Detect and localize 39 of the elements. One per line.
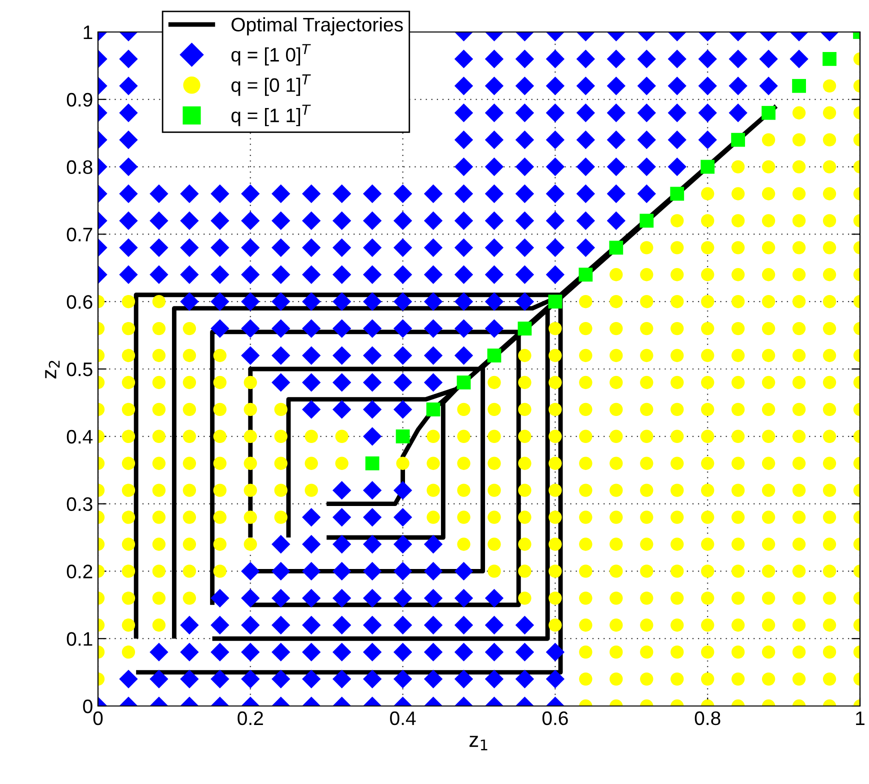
point xyxy=(365,456,380,470)
legend-label: q = [1 0]$^{T}$ xyxy=(231,44,311,66)
y-tick-label: 0.1 xyxy=(66,632,92,646)
y-axis-title: z$_{2}$ xyxy=(45,360,60,378)
x-tick-label: 0.6 xyxy=(542,711,568,726)
point xyxy=(762,106,776,120)
point xyxy=(640,214,654,228)
y-tick-label: 0.5 xyxy=(66,362,92,376)
x-tick-label: 0 xyxy=(93,711,103,726)
x-tick-label: 0.4 xyxy=(390,711,416,726)
point xyxy=(518,322,532,336)
legend-label: Optimal Trajectories xyxy=(232,17,403,36)
point xyxy=(670,186,684,201)
y-tick-label: 0.4 xyxy=(66,430,93,444)
point xyxy=(792,78,806,93)
x-tick-label: 1 xyxy=(856,712,864,725)
y-tick-label: 0.2 xyxy=(66,564,92,578)
x-tick-label: 0.2 xyxy=(238,711,263,726)
point xyxy=(396,429,410,444)
y-tick-label: 0 xyxy=(83,699,92,714)
legend-label: q = [1 1]$^{T}$ xyxy=(231,104,311,126)
point xyxy=(700,160,715,174)
y-tick-label: 0.6 xyxy=(66,295,92,309)
point xyxy=(609,240,624,255)
y-tick-label: 1 xyxy=(84,26,92,40)
point xyxy=(426,402,440,416)
point xyxy=(822,52,836,66)
point xyxy=(456,376,471,390)
x-tick-label: 0.8 xyxy=(694,711,720,726)
x-axis-title: z$_{1}$ xyxy=(470,736,488,750)
legend-label: q = [0 1]$^{T}$ xyxy=(231,74,311,96)
y-tick-label: 0.7 xyxy=(66,228,92,242)
point xyxy=(731,132,746,147)
y-tick-label: 0.8 xyxy=(66,160,92,174)
y-tick-label: 0.9 xyxy=(66,92,92,107)
point xyxy=(487,348,502,362)
point xyxy=(548,294,562,309)
point xyxy=(578,268,593,282)
y-tick-label: 0.3 xyxy=(66,497,92,512)
